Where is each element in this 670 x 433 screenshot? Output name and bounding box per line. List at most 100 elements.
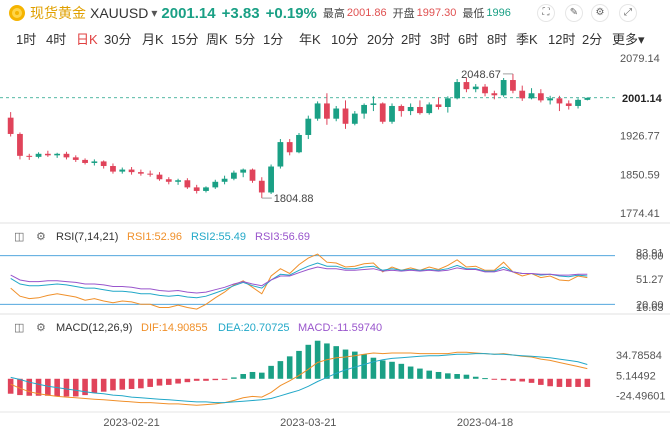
- expand-icon[interactable]: ⤢: [620, 5, 636, 21]
- candle-body: [417, 106, 423, 114]
- tab-2m[interactable]: 2分: [582, 32, 603, 47]
- tab-1h[interactable]: 1时: [16, 32, 37, 47]
- candle-body: [342, 108, 349, 124]
- candle-body: [268, 166, 274, 193]
- chart-area[interactable]: 2079.14 2001.14 1926.77 1850.59 1774.41 2048.…: [0, 48, 670, 433]
- candle-body: [305, 118, 312, 135]
- price-axis-tick: 1926.77: [620, 131, 660, 143]
- macd-histogram-bar: [370, 357, 377, 379]
- dea-line: [10, 353, 588, 404]
- rsi2-value: RSI2:55.49: [191, 231, 246, 243]
- macd-axis-tick: -24.49601: [616, 390, 666, 402]
- stat-open-label: 开盘: [392, 8, 415, 20]
- macd-histogram-bar: [575, 378, 581, 387]
- tab-4h[interactable]: 4时: [46, 32, 67, 47]
- rsi-panel: ◫ ⚙ RSI(7,14,21) RSI1:52.96 RSI2:55.49 R…: [0, 231, 670, 315]
- tab-20m[interactable]: 20分: [367, 32, 395, 47]
- candle-body: [528, 93, 535, 99]
- tab-more-label: 更多: [612, 32, 639, 47]
- max-annotation: 2048.67: [461, 69, 501, 81]
- macd-histogram-bar: [221, 378, 228, 380]
- macd-histogram-bar: [212, 378, 219, 381]
- candle-body: [184, 180, 191, 188]
- macd-histogram-bar: [91, 378, 98, 394]
- candle-body: [221, 178, 228, 182]
- macd-gear-icon[interactable]: ⚙: [36, 322, 46, 334]
- tab-monthly[interactable]: 月K: [142, 32, 164, 47]
- candle-body: [426, 104, 433, 114]
- candle-body: [314, 103, 321, 119]
- candle-body: [575, 99, 581, 106]
- candle-body: [91, 161, 98, 163]
- x-axis-tick: 2023-04-18: [457, 417, 513, 429]
- tab-30m[interactable]: 30分: [104, 32, 132, 47]
- macd-histogram-bar: [584, 378, 591, 387]
- macd-histogram-bar: [110, 378, 116, 391]
- macd-histogram-bar: [426, 370, 433, 379]
- tab-quarterly[interactable]: 季K: [516, 32, 538, 47]
- rsi-settings-icon[interactable]: ◫: [14, 231, 24, 243]
- price-change-percent: +0.19%: [265, 4, 317, 22]
- candle-body: [491, 93, 498, 96]
- macd-settings-icon[interactable]: ◫: [14, 322, 24, 334]
- macd-histogram-bar: [249, 371, 256, 379]
- macd-histogram-bar: [231, 377, 237, 379]
- candle-body: [147, 173, 154, 175]
- macd-histogram-bar: [379, 360, 386, 379]
- candle-body: [324, 103, 330, 119]
- rsi-reference-label: 20.00: [636, 299, 664, 311]
- candle-body: [54, 153, 61, 156]
- tab-5m[interactable]: 5分: [235, 32, 256, 47]
- macd-histogram-bar: [240, 374, 246, 379]
- draw-icon[interactable]: ✎: [566, 5, 582, 21]
- rsi-series-line-2: [10, 262, 588, 299]
- candle-body: [537, 93, 544, 101]
- tab-weekly[interactable]: 周K: [206, 32, 228, 47]
- tab-3h[interactable]: 3时: [430, 32, 451, 47]
- macd-histogram-bar: [277, 361, 284, 379]
- tab-2h[interactable]: 2时: [401, 32, 422, 47]
- macd-histogram-bar: [472, 376, 479, 379]
- macd-histogram-bar: [138, 378, 144, 389]
- rsi-gear-icon[interactable]: ⚙: [36, 231, 46, 243]
- tab-more[interactable]: 更多▾: [612, 29, 645, 48]
- macd-histogram-bar: [193, 378, 200, 381]
- candle-body: [286, 142, 293, 153]
- macd-histogram-bar: [184, 378, 191, 383]
- last-price-label: 2001.14: [622, 93, 663, 105]
- tab-1m[interactable]: 1分: [263, 32, 284, 47]
- instrument-title: 现货黄金: [30, 5, 86, 21]
- rsi-label: RSI(7,14,21): [56, 231, 118, 243]
- candle-body: [193, 187, 200, 191]
- candle-body: [137, 172, 144, 174]
- tab-10m[interactable]: 10分: [331, 32, 359, 47]
- candle-body: [165, 179, 172, 182]
- stat-high-label: 最高: [322, 8, 345, 20]
- chevron-down-icon[interactable]: ▾: [151, 6, 158, 20]
- more-chevron-icon: ▾: [638, 32, 645, 47]
- candle-body: [35, 153, 42, 157]
- candle-body: [203, 187, 209, 191]
- quote-header: 现货黄金 XAUUSD ▾ 2001.14 +3.83 +0.19% 最高 20…: [0, 0, 670, 26]
- tab-6h[interactable]: 6时: [458, 32, 479, 47]
- candle-body: [258, 180, 265, 193]
- rsi-series-line-3: [10, 266, 588, 294]
- tab-8h[interactable]: 8时: [487, 32, 508, 47]
- candle-body: [565, 103, 572, 106]
- macd-histogram-bar: [547, 378, 553, 387]
- macd-histogram-bar: [26, 378, 33, 396]
- tab-yearly[interactable]: 年K: [299, 32, 321, 47]
- instrument-symbol[interactable]: XAUUSD: [90, 5, 149, 21]
- tab-daily[interactable]: 日K: [76, 32, 98, 47]
- tab-12h[interactable]: 12时: [548, 32, 576, 47]
- candle-body: [82, 159, 88, 163]
- macd-histogram-bar: [165, 378, 172, 385]
- candle-body: [231, 172, 237, 179]
- macd-histogram-bar: [435, 371, 442, 379]
- settings-icon[interactable]: ⚙: [592, 5, 608, 21]
- candle-body: [510, 80, 516, 91]
- tab-15m[interactable]: 15分: [171, 32, 199, 47]
- candle-body: [379, 103, 386, 122]
- macd-histogram-bar: [407, 366, 414, 379]
- fullscreen-icon[interactable]: ⛶: [538, 5, 554, 21]
